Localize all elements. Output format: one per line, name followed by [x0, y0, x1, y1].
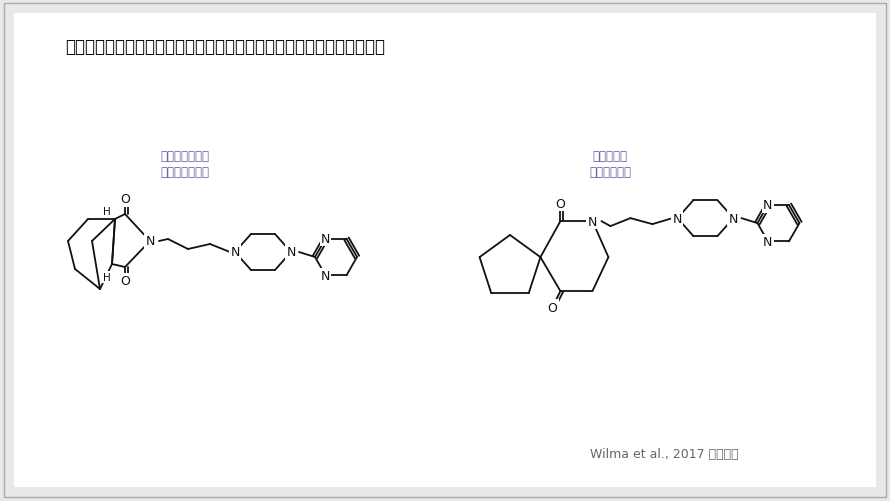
- Text: N: N: [764, 235, 773, 248]
- Text: （セディール）: （セディール）: [160, 166, 209, 179]
- Text: タンドスピロン（セディール）とブスピロン（バスパー）の化学構造式: タンドスピロン（セディール）とブスピロン（バスパー）の化学構造式: [65, 38, 385, 56]
- Text: Wilma et al., 2017 より引用: Wilma et al., 2017 より引用: [590, 447, 739, 460]
- Text: ブスピロン: ブスピロン: [593, 150, 627, 163]
- Text: N: N: [587, 215, 597, 228]
- Text: O: O: [547, 301, 557, 314]
- FancyBboxPatch shape: [14, 14, 876, 487]
- Text: N: N: [673, 212, 682, 225]
- Text: N: N: [320, 233, 330, 245]
- Text: N: N: [764, 199, 773, 212]
- Text: （バスパー）: （バスパー）: [589, 166, 631, 179]
- Text: N: N: [231, 246, 239, 259]
- Text: O: O: [555, 197, 565, 210]
- Text: N: N: [287, 246, 295, 259]
- Text: N: N: [145, 235, 155, 248]
- Text: N: N: [729, 212, 738, 225]
- Text: N: N: [320, 269, 330, 282]
- FancyBboxPatch shape: [4, 4, 886, 497]
- Text: O: O: [120, 275, 130, 288]
- Text: H: H: [103, 273, 111, 283]
- Text: タンドスピロン: タンドスピロン: [160, 150, 209, 163]
- Text: H: H: [103, 206, 111, 216]
- Text: O: O: [120, 193, 130, 206]
